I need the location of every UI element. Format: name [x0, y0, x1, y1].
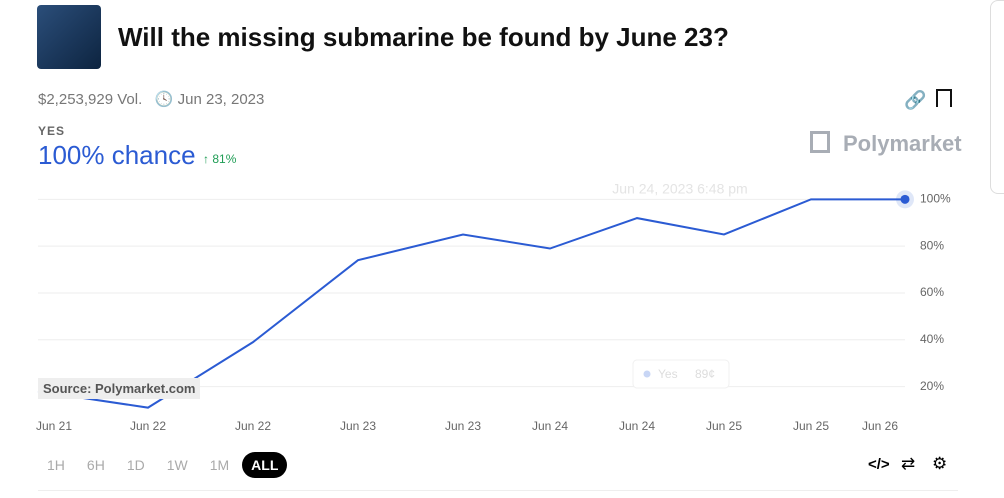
tooltip-dot: [643, 370, 651, 378]
chart: Jun 24, 2023 6:48 pm Yes 89¢ 100% 80% 60% 4…: [36, 181, 951, 433]
market-image: [37, 5, 101, 69]
range-button[interactable]: ALL: [242, 452, 288, 478]
y-tick-label: 100%: [920, 192, 951, 206]
y-tick-label: 40%: [920, 332, 944, 346]
x-tick-label: Jun 23: [340, 419, 376, 433]
range-button[interactable]: 1H: [47, 457, 65, 473]
change-value: 81%: [212, 152, 237, 166]
hover-date: Jun 24, 2023 6:48 pm: [612, 181, 747, 197]
x-tick-label: Jun 26: [862, 419, 898, 433]
market-meta: $2,253,929 Vol. 🕓 Jun 23, 2023: [38, 91, 265, 108]
brand: Polymarket: [843, 131, 962, 156]
range-button[interactable]: 1D: [126, 457, 145, 473]
x-tick-label: Jun 22: [130, 419, 166, 433]
outcome-label: YES: [38, 124, 66, 138]
y-tick-label: 60%: [920, 285, 944, 299]
x-tick-label: Jun 23: [445, 419, 481, 433]
link-button[interactable]: 🔗: [904, 90, 927, 110]
range-button[interactable]: 1W: [166, 457, 188, 473]
series-line: [37, 198, 905, 409]
endpoint-dot: [900, 194, 910, 204]
tooltip-box: [632, 359, 730, 389]
x-tick-label: Jun 24: [619, 419, 655, 433]
divider: [38, 490, 958, 491]
market-title: Will the missing submarine be found by J…: [118, 22, 729, 52]
embed-button[interactable]: </>: [868, 456, 890, 473]
swap-button[interactable]: ⇄: [901, 454, 916, 473]
x-tick-label: Jun 25: [793, 419, 829, 433]
y-tick-label: 80%: [920, 238, 944, 252]
range-button[interactable]: 1M: [209, 457, 230, 473]
range-buttons: 1H 6H 1D 1W 1M ALL: [38, 452, 288, 478]
x-tick-label: Jun 25: [706, 419, 742, 433]
end-date: Jun 23, 2023: [177, 91, 265, 108]
outcome-chance: 100% chance: [38, 140, 196, 170]
range-button[interactable]: 6H: [86, 457, 105, 473]
brand-logo: [810, 131, 830, 153]
side-panel: [990, 0, 1004, 194]
y-tick-label: 20%: [920, 379, 944, 393]
bookmark-button[interactable]: [936, 89, 952, 107]
outcome-change: ↑ 81%: [203, 152, 237, 166]
tooltip-value: 89¢: [695, 367, 715, 381]
volume: $2,253,929 Vol.: [38, 91, 143, 108]
x-tick-label: Jun 24: [532, 419, 568, 433]
x-tick-label: Jun 21: [36, 419, 72, 433]
x-tick-label: Jun 22: [235, 419, 271, 433]
source-label: Source: Polymarket.com: [38, 378, 201, 399]
settings-button[interactable]: ⚙: [932, 454, 948, 473]
tooltip-series: Yes: [658, 367, 678, 381]
